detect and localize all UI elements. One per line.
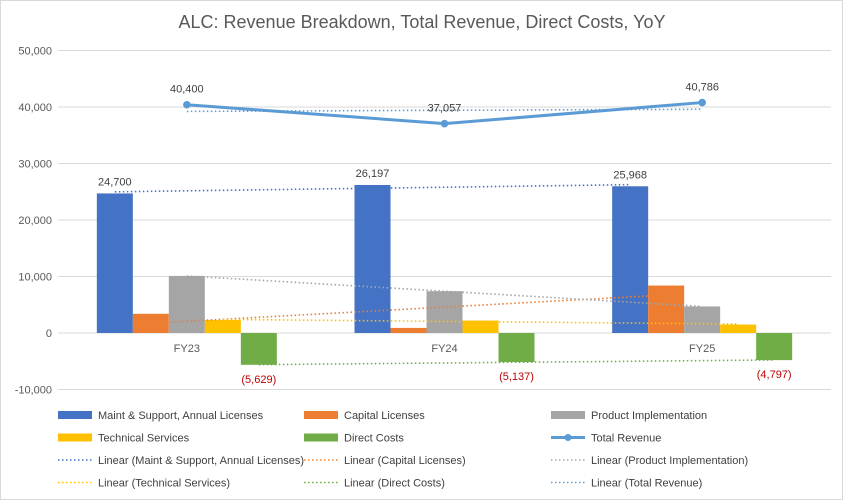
bars [96,184,793,365]
legend-label-linear-maint-support-annual-licenses: Linear (Maint & Support, Annual Licenses… [98,455,304,467]
legend-label-direct-costs: Direct Costs [344,433,404,445]
legend-swatch-capital-licenses [304,411,338,419]
legend-label-linear-capital-licenses: Linear (Capital Licenses) [344,455,466,467]
y-tick-label: -10,000 [15,385,52,397]
legend: Maint & Support, Annual Licenses Capital … [58,410,748,490]
legend-swatch-technical-services [58,433,92,442]
bar-direct-costs [240,333,277,365]
legend-swatch-maint-support-annual-licenses [58,411,92,419]
legend-marker-total-revenue [564,434,572,441]
total-revenue-line [183,98,706,128]
bar-technical-services [204,320,241,333]
category-labels: FY23 FY24 FY25 [174,343,716,355]
data-label-direct-costs: (4,797) [757,369,792,381]
category-label: FY23 [174,343,200,355]
y-tick-label: 50,000 [18,46,52,58]
bar-capital-licenses [648,285,685,333]
legend-swatch-product-implementation [551,411,585,419]
legend-label-total-revenue: Total Revenue [591,433,661,445]
trendline-maint-support-annual-licenses [114,183,631,193]
bar-direct-costs [498,333,535,363]
data-label-direct-costs: (5,137) [499,371,534,383]
trendline-technical-services [222,318,739,325]
y-tick-label: 40,000 [18,102,52,114]
y-tick-label: 20,000 [18,215,52,227]
bar-capital-licenses [132,313,169,333]
legend-label-capital-licenses: Capital Licenses [344,410,425,422]
y-tick-label: 0 [46,328,52,340]
category-label: FY24 [431,343,457,355]
data-label-total-revenue: 37,057 [428,103,462,115]
data-label-total-revenue: 40,786 [685,82,719,94]
y-tick-label: 10,000 [18,272,52,284]
bar-capital-licenses [390,327,427,333]
chart-title: ALC: Revenue Breakdown, Total Revenue, D… [179,12,666,32]
legend-swatch-direct-costs [304,433,338,442]
bar-maint-support-annual-licenses [354,184,391,333]
bar-maint-support-annual-licenses [612,186,649,333]
gridlines [58,50,831,390]
bar-maint-support-annual-licenses [96,193,133,333]
bar-technical-services [462,320,499,333]
legend-label-linear-technical-services: Linear (Technical Services) [98,478,230,490]
bar-product-implementation [168,275,205,333]
bar-technical-services [720,324,757,333]
point-total-revenue [440,119,449,128]
category-label: FY25 [689,343,715,355]
bar-product-implementation [684,306,721,333]
y-axis-ticks: -10,000 0 10,000 20,000 30,000 40,000 50,000 [15,46,52,397]
legend-label-linear-direct-costs: Linear (Direct Costs) [344,478,445,490]
data-label-maint-support-annual-licenses: 25,968 [613,169,647,181]
bar-direct-costs [756,333,793,361]
legend-label-maint-support-annual-licenses: Maint & Support, Annual Licenses [98,410,264,422]
point-total-revenue [698,98,706,107]
y-tick-label: 30,000 [18,159,52,171]
trendline-direct-costs [258,359,775,366]
legend-label-linear-product-implementation: Linear (Product Implementation) [591,455,748,467]
legend-label-linear-total-revenue: Linear (Total Revenue) [591,478,702,490]
data-label-total-revenue: 40,400 [170,84,204,96]
bar-product-implementation [426,291,463,333]
legend-label-technical-services: Technical Services [98,433,190,445]
point-total-revenue [183,100,191,109]
data-label-maint-support-annual-licenses: 24,700 [98,176,132,188]
data-labels: 24,700 26,197 25,968 (5,629) (5,137) (4,797) 4… [98,82,792,386]
data-label-maint-support-annual-licenses: 26,197 [356,168,390,180]
legend-label-product-implementation: Product Implementation [591,410,707,422]
data-label-direct-costs: (5,629) [241,374,276,386]
